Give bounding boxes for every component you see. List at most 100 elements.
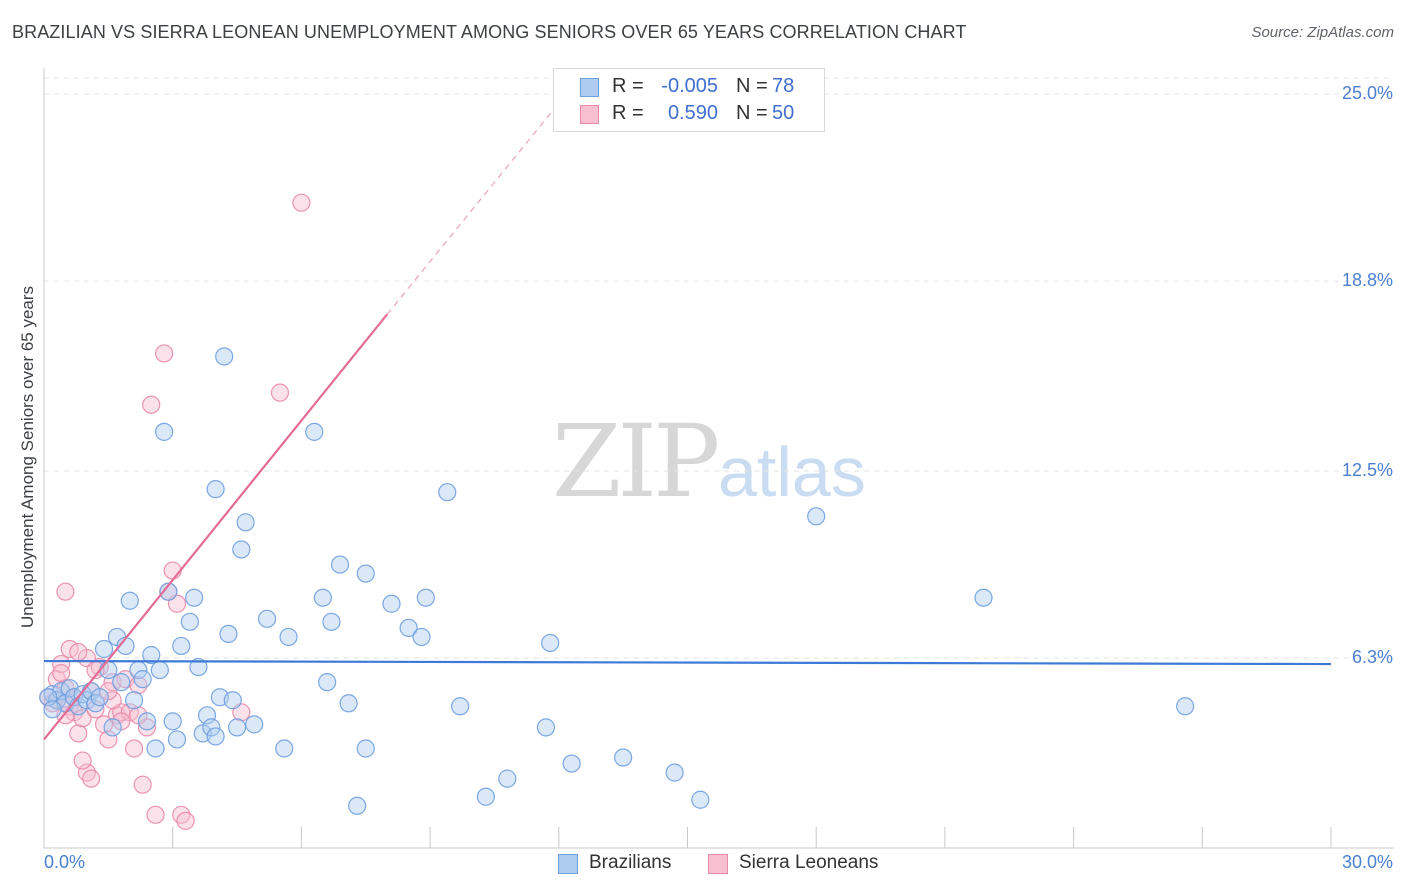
data-point-brazilians xyxy=(167,730,187,749)
data-point-brazilians xyxy=(691,790,710,809)
data-point-brazilians xyxy=(90,688,109,707)
y-tick-label: 18.8% xyxy=(1341,270,1393,291)
data-point-brazilians xyxy=(146,739,165,758)
data-point-brazilians xyxy=(382,594,401,613)
data-point-brazilians xyxy=(206,480,225,499)
data-point-brazilians xyxy=(322,612,341,631)
data-point-sierra-leoneans xyxy=(133,775,152,794)
watermark-zip: ZIP xyxy=(552,403,720,520)
data-point-brazilians xyxy=(180,612,199,631)
data-point-sierra-leoneans xyxy=(146,805,165,824)
data-point-sierra-leoneans xyxy=(163,561,182,580)
axes xyxy=(43,68,1394,849)
data-point-brazilians xyxy=(318,673,337,692)
data-point-brazilians xyxy=(476,787,495,806)
data-point-brazilians xyxy=(356,564,375,583)
data-point-sierra-leoneans xyxy=(52,664,71,683)
trend-line-brazilians xyxy=(43,659,1332,666)
trend-line-sierra-leoneans-extension xyxy=(386,102,560,315)
data-point-brazilians xyxy=(202,718,221,737)
legend-r-value: 0.590 xyxy=(667,102,718,124)
data-point-brazilians xyxy=(227,718,247,737)
legend-n-value: 50 xyxy=(772,102,795,124)
legend-n-value: 78 xyxy=(772,75,795,97)
data-point-brazilians xyxy=(232,540,251,559)
data-point-brazilians xyxy=(120,591,139,610)
data-point-brazilians xyxy=(163,712,182,731)
legend-r-label: R = xyxy=(612,75,644,97)
data-point-brazilians xyxy=(974,588,993,607)
data-point-brazilians xyxy=(279,627,298,647)
series-legend-label: Sierra Leoneans xyxy=(739,852,879,873)
chart-title: BRAZILIAN VS SIERRA LEONEAN UNEMPLOYMENT… xyxy=(12,22,967,42)
source-label: Source: ZipAtlas.com xyxy=(1251,24,1394,41)
data-point-brazilians xyxy=(257,609,277,628)
legend-n-label: N = xyxy=(736,75,768,97)
data-point-brazilians xyxy=(150,660,169,680)
data-point-brazilians xyxy=(438,483,457,502)
data-point-brazilians xyxy=(356,739,375,758)
data-point-brazilians xyxy=(39,688,58,707)
data-points xyxy=(39,193,1195,830)
data-point-brazilians xyxy=(159,582,178,601)
data-point-brazilians xyxy=(142,645,161,665)
data-point-brazilians xyxy=(236,513,255,532)
legend-r-value: -0.005 xyxy=(661,75,718,97)
data-point-brazilians xyxy=(330,555,350,574)
data-point-brazilians xyxy=(133,670,152,689)
trend-line-sierra-leoneans xyxy=(43,313,389,741)
data-point-brazilians xyxy=(99,660,118,680)
data-point-brazilians xyxy=(665,763,684,782)
data-point-sierra-leoneans xyxy=(69,724,88,743)
data-point-brazilians xyxy=(43,700,62,719)
data-point-brazilians xyxy=(223,691,242,710)
data-point-brazilians xyxy=(275,739,294,758)
y-tick-label: 25.0% xyxy=(1341,83,1393,104)
data-point-brazilians xyxy=(215,347,234,366)
data-point-brazilians xyxy=(112,673,131,692)
data-point-brazilians xyxy=(498,769,517,788)
data-point-brazilians xyxy=(137,712,157,731)
y-tick-label: 6.3% xyxy=(1351,647,1393,668)
correlation-legend: R = -0.005 N = 78 R = 0.590 N = 50 xyxy=(553,68,825,132)
watermark-atlas: atlas xyxy=(718,433,866,511)
gridlines xyxy=(44,77,1394,659)
data-point-brazilians xyxy=(348,796,367,815)
data-point-brazilians xyxy=(313,588,332,607)
data-point-sierra-leoneans xyxy=(82,769,101,788)
data-point-sierra-leoneans xyxy=(155,344,174,363)
y-axis-title-text: Unemployment Among Seniors over 65 years xyxy=(18,285,37,629)
data-point-brazilians xyxy=(103,718,122,737)
data-point-brazilians xyxy=(124,691,144,710)
legend-r-label: R = xyxy=(612,102,644,124)
data-point-brazilians xyxy=(155,422,174,441)
x-tick-label-max: 30.0% xyxy=(1341,852,1393,872)
data-point-sierra-leoneans xyxy=(69,642,88,662)
legend-n-label: N = xyxy=(736,102,768,124)
data-point-brazilians xyxy=(185,588,204,607)
data-point-brazilians xyxy=(399,618,418,637)
data-point-brazilians xyxy=(412,627,431,647)
data-point-sierra-leoneans xyxy=(270,383,290,402)
data-point-sierra-leoneans xyxy=(73,751,92,770)
data-point-brazilians xyxy=(562,754,581,773)
data-point-brazilians xyxy=(541,633,560,653)
data-point-sierra-leoneans xyxy=(176,811,195,830)
y-tick-label: 12.5% xyxy=(1341,460,1393,481)
x-tick-label-min: 0.0% xyxy=(44,852,86,872)
data-point-brazilians xyxy=(416,588,435,607)
data-point-sierra-leoneans xyxy=(292,193,311,212)
data-point-brazilians xyxy=(451,697,470,716)
data-point-brazilians xyxy=(339,694,358,713)
legend-swatch-brazilians xyxy=(580,78,599,97)
trend-lines xyxy=(43,102,1332,741)
data-point-brazilians xyxy=(219,624,238,643)
data-point-brazilians xyxy=(1176,697,1195,716)
series-legend-swatch-brazilians xyxy=(558,854,578,874)
legend-swatch-sierra-leoneans xyxy=(580,105,599,124)
data-point-brazilians xyxy=(807,507,826,526)
data-point-sierra-leoneans xyxy=(56,582,75,601)
data-point-sierra-leoneans xyxy=(73,709,92,728)
data-point-brazilians xyxy=(536,718,556,737)
data-point-brazilians xyxy=(189,657,208,677)
